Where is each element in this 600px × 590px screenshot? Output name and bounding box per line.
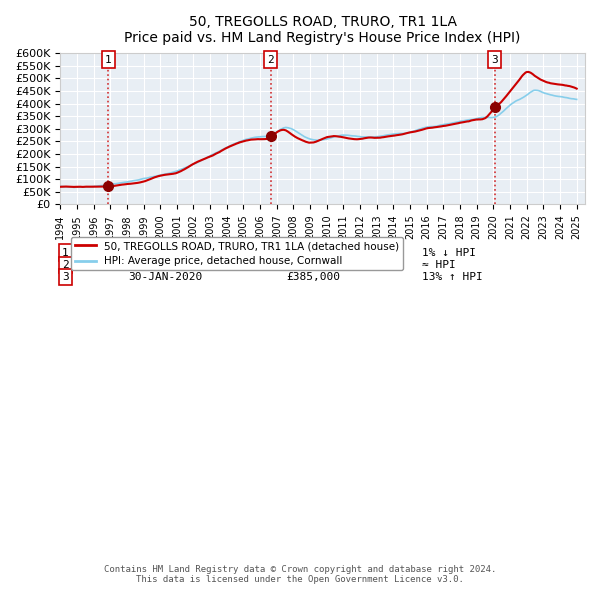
Text: 18-AUG-2006: 18-AUG-2006 (128, 260, 203, 270)
Text: 3: 3 (491, 55, 498, 65)
Text: 1: 1 (62, 248, 69, 258)
Text: ≈ HPI: ≈ HPI (422, 260, 456, 270)
Title: 50, TREGOLLS ROAD, TRURO, TR1 1LA
Price paid vs. HM Land Registry's House Price : 50, TREGOLLS ROAD, TRURO, TR1 1LA Price … (124, 15, 521, 45)
Text: 22-NOV-1996: 22-NOV-1996 (128, 248, 203, 258)
Text: £385,000: £385,000 (286, 272, 340, 282)
Text: 1% ↓ HPI: 1% ↓ HPI (422, 248, 476, 258)
Text: 30-JAN-2020: 30-JAN-2020 (128, 272, 203, 282)
Text: 2: 2 (267, 55, 274, 65)
Text: £75,000: £75,000 (286, 248, 333, 258)
Text: 1: 1 (105, 55, 112, 65)
Legend: 50, TREGOLLS ROAD, TRURO, TR1 1LA (detached house), HPI: Average price, detached: 50, TREGOLLS ROAD, TRURO, TR1 1LA (detac… (71, 237, 403, 270)
Text: 2: 2 (62, 260, 69, 270)
Text: 13% ↑ HPI: 13% ↑ HPI (422, 272, 483, 282)
Text: 3: 3 (62, 272, 69, 282)
Text: Contains HM Land Registry data © Crown copyright and database right 2024.
This d: Contains HM Land Registry data © Crown c… (104, 565, 496, 584)
Text: £270,000: £270,000 (286, 260, 340, 270)
